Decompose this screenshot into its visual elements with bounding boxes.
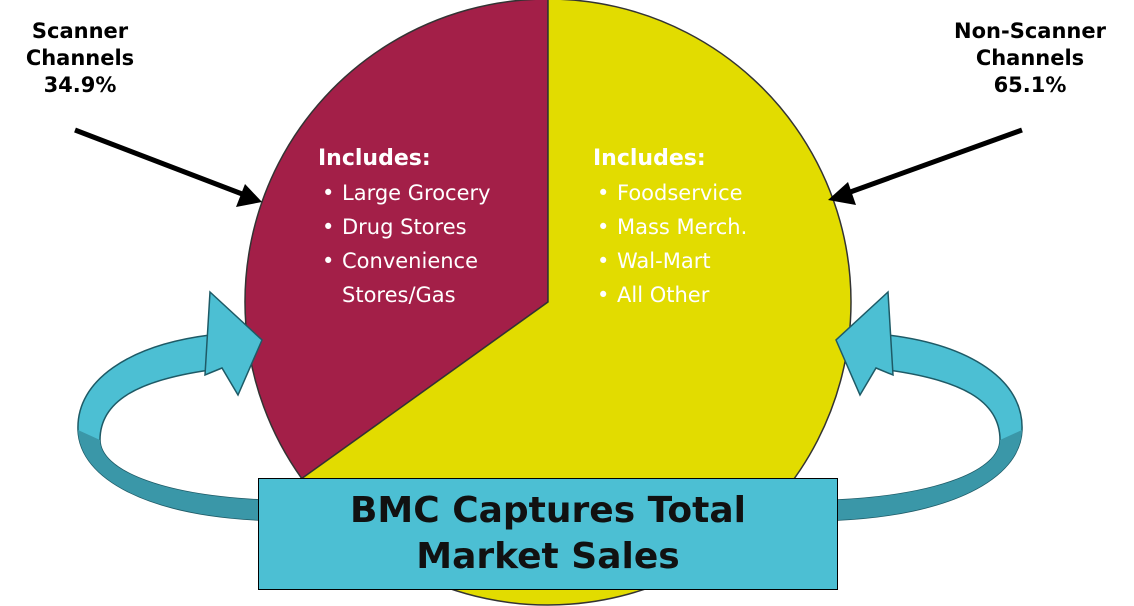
slice-label: Scanner Channels 34.9% — [0, 18, 165, 99]
pie-slice — [244, 0, 549, 480]
bullet: • — [597, 249, 610, 273]
includes-item: • Wal-Mart — [593, 244, 808, 278]
curved-arrow-right-head — [835, 290, 894, 397]
pie — [244, 0, 852, 606]
arrow-left-head — [236, 184, 262, 207]
arrow-right — [841, 127, 1023, 198]
item-text: Large Grocery — [342, 181, 491, 205]
category-label: Scanner Channels — [25, 19, 135, 70]
curved-arrow-left-head — [204, 290, 263, 397]
includes-heading: Includes: — [318, 146, 431, 171]
includes-item: • All Other — [593, 278, 808, 312]
item-text: Convenience Stores/Gas — [342, 249, 479, 307]
arrow-right-head — [828, 182, 856, 205]
curved-arrow-left-shade — [78, 430, 260, 520]
bullet: • — [322, 215, 335, 239]
item-text: Wal-Mart — [617, 249, 711, 273]
includes-item: • Foodservice — [593, 176, 808, 210]
item-text: All Other — [617, 283, 710, 307]
includes-item: • Convenience Stores/Gas — [318, 244, 533, 312]
banner: BMC Captures Total Market Sales — [258, 478, 838, 590]
includes-list: Includes: • Large Grocery • Drug Stores • Conv… — [318, 142, 533, 312]
banner-text: BMC Captures Total Market Sales — [349, 490, 747, 577]
arrow-left — [74, 127, 251, 200]
bullet: • — [322, 249, 335, 273]
category-label: Non-Scanner Channels — [954, 19, 1106, 70]
curved-arrow-right-shade — [838, 430, 1022, 520]
value-label: 65.1% — [993, 73, 1067, 97]
includes-item: • Large Grocery — [318, 176, 533, 210]
value-label: 34.9% — [43, 73, 117, 97]
item-text: Drug Stores — [342, 215, 467, 239]
bullet: • — [597, 181, 610, 205]
bullet: • — [322, 181, 335, 205]
bullet: • — [597, 283, 610, 307]
item-text: Mass Merch. — [617, 215, 748, 239]
includes-item: • Mass Merch. — [593, 210, 808, 244]
includes-item: • Drug Stores — [318, 210, 533, 244]
item-text: Foodservice — [617, 181, 743, 205]
bullet: • — [597, 215, 610, 239]
includes-heading: Includes: — [593, 146, 706, 171]
includes-list: Includes: • Foodservice • Mass Merch. • Wal-Ma… — [593, 142, 808, 312]
slice-label: Non-Scanner Channels 65.1% — [945, 18, 1115, 99]
